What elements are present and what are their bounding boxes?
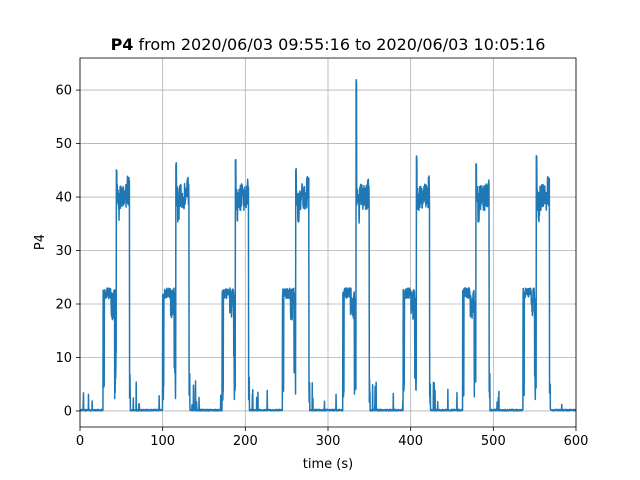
y-axis-label: P4 — [33, 234, 48, 250]
y-axis-ticks: 0 10 20 30 40 50 60 — [55, 84, 80, 419]
y-tick-label: 10 — [55, 351, 72, 366]
x-tick-label: 500 — [481, 434, 506, 449]
y-tick-label: 60 — [55, 84, 72, 99]
y-tick-label: 20 — [55, 298, 72, 313]
y-tick-label: 0 — [64, 404, 72, 419]
x-axis-label: time (s) — [303, 457, 353, 472]
grid — [79, 58, 577, 427]
chart-title-rest: from 2020/06/03 09:55:16 to 2020/06/03 1… — [133, 35, 545, 54]
x-tick-label: 100 — [150, 434, 175, 449]
y-tick-label: 50 — [55, 137, 72, 152]
series-line-p4 — [79, 78, 577, 412]
x-tick-label: 300 — [316, 434, 341, 449]
y-tick-label: 30 — [55, 244, 72, 259]
x-tick-label: 200 — [233, 434, 258, 449]
x-tick-label: 400 — [398, 434, 423, 449]
chart-title: P4 from 2020/06/03 09:55:16 to 2020/06/0… — [111, 35, 546, 54]
x-tick-label: 0 — [76, 434, 84, 449]
chart-title-bold: P4 — [111, 35, 134, 54]
x-axis-ticks: 0 100 200 300 400 500 600 — [76, 427, 589, 449]
y-tick-label: 40 — [55, 191, 72, 206]
series-group — [79, 78, 577, 412]
x-tick-label: 600 — [564, 434, 589, 449]
